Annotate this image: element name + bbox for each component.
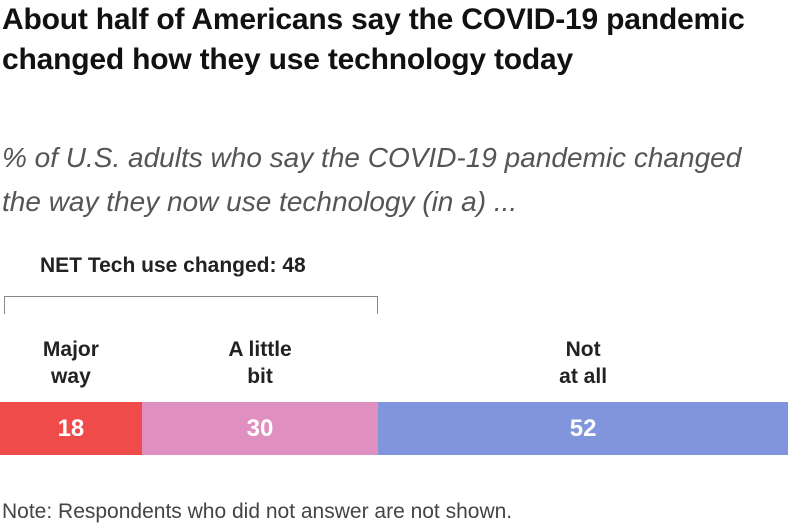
category-label-a-little-bit: A little bit <box>228 338 292 388</box>
category-label-major-way: Major way <box>42 338 99 388</box>
chart-subtitle: % of U.S. adults who say the COVID-19 pa… <box>2 142 742 217</box>
stacked-bar: 18 30 52 <box>0 402 788 455</box>
net-bracket <box>4 296 378 314</box>
category-label-not-at-all: Not at all <box>559 338 608 388</box>
data-label-major-way: 18 <box>57 414 85 442</box>
bar-segment-a-little-bit: 30 <box>141 402 379 455</box>
bar-segment-major-way: 18 <box>0 402 142 455</box>
data-label-not-at-all: 52 <box>569 414 597 442</box>
chart-title: About half of Americans say the COVID-19… <box>2 3 745 76</box>
footnote: Note: Respondents who did not answer are… <box>2 500 513 523</box>
data-label-a-little-bit: 30 <box>246 414 274 442</box>
net-annotation-label: NET Tech use changed: 48 <box>40 254 306 277</box>
bar-segment-not-at-all: 52 <box>378 402 788 455</box>
